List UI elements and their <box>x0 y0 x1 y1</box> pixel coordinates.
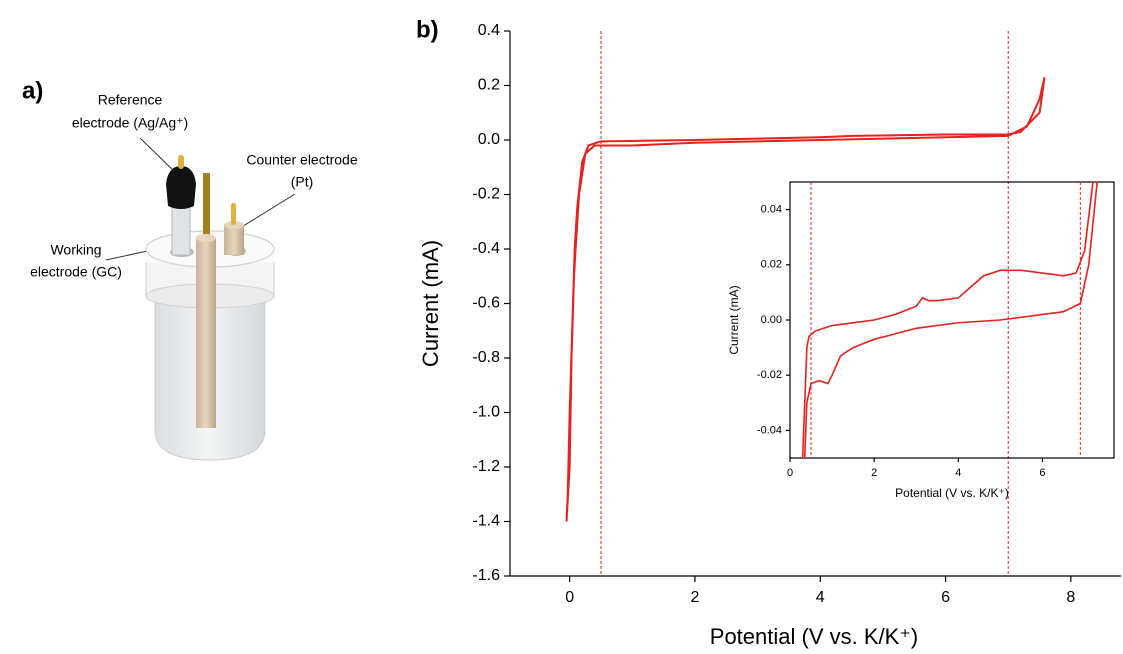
x-tick-label: 6 <box>1039 467 1045 479</box>
reference-bulb <box>166 166 196 209</box>
x-axis-label: Potential (V vs. K/K⁺) <box>895 486 1009 500</box>
label: (Pt) <box>291 174 314 190</box>
leader-line <box>139 137 179 176</box>
y-tick-label: -0.2 <box>472 186 500 203</box>
x-tick-label: 4 <box>955 467 961 479</box>
cell-diagram: a) Reference electrode (Ag/Ag⁺) Counter … <box>22 77 358 461</box>
y-tick-label: 0.2 <box>478 77 500 94</box>
x-axis-label: Potential (V vs. K/K⁺) <box>710 624 918 649</box>
y-tick-label: 0.02 <box>761 259 782 271</box>
y-tick-label: 0.04 <box>761 204 782 216</box>
inset-background <box>790 182 1114 458</box>
label: Counter electrode <box>246 152 358 168</box>
x-tick-label: 0 <box>565 589 574 606</box>
counter-tip <box>231 203 236 225</box>
x-tick-label: 2 <box>871 467 877 479</box>
y-tick-label: -1.4 <box>472 513 500 530</box>
y-axis-label: Current (mA) <box>727 285 741 354</box>
y-axis-label: Current (mA) <box>418 240 443 367</box>
cv-curve <box>565 77 1046 522</box>
y-tick-label: -1.0 <box>472 404 500 421</box>
y-tick-label: -0.02 <box>757 369 782 381</box>
x-tick-label: 2 <box>691 589 700 606</box>
counter-electrode <box>224 225 244 255</box>
y-tick-label: -0.8 <box>472 349 500 366</box>
x-tick-label: 0 <box>787 467 793 479</box>
panel-label: a) <box>22 77 43 104</box>
y-tick-label: -0.04 <box>757 424 782 436</box>
working-electrode <box>196 234 216 242</box>
y-tick-label: -0.6 <box>472 295 500 312</box>
reference-tip <box>178 155 184 169</box>
label: electrode (Ag/Ag⁺) <box>72 115 188 131</box>
label: electrode (GC) <box>30 264 122 280</box>
x-tick-label: 6 <box>941 589 950 606</box>
y-tick-label: -1.6 <box>472 567 500 584</box>
y-tick-label: -0.4 <box>472 240 500 257</box>
y-tick-label: 0.4 <box>478 22 500 39</box>
panel-label: b) <box>416 16 439 43</box>
reference-electrode <box>171 204 191 256</box>
cv-curve <box>801 182 1098 458</box>
x-tick-label: 8 <box>1066 589 1075 606</box>
label: Reference <box>98 92 163 108</box>
working-electrode <box>196 238 216 428</box>
y-tick-label: 0.0 <box>478 131 500 148</box>
label: Working <box>50 242 101 258</box>
working-rod <box>203 173 210 243</box>
y-tick-label: -1.2 <box>472 458 500 475</box>
x-tick-label: 4 <box>816 589 825 606</box>
leader-line <box>239 193 296 229</box>
y-tick-label: 0.00 <box>761 314 782 326</box>
